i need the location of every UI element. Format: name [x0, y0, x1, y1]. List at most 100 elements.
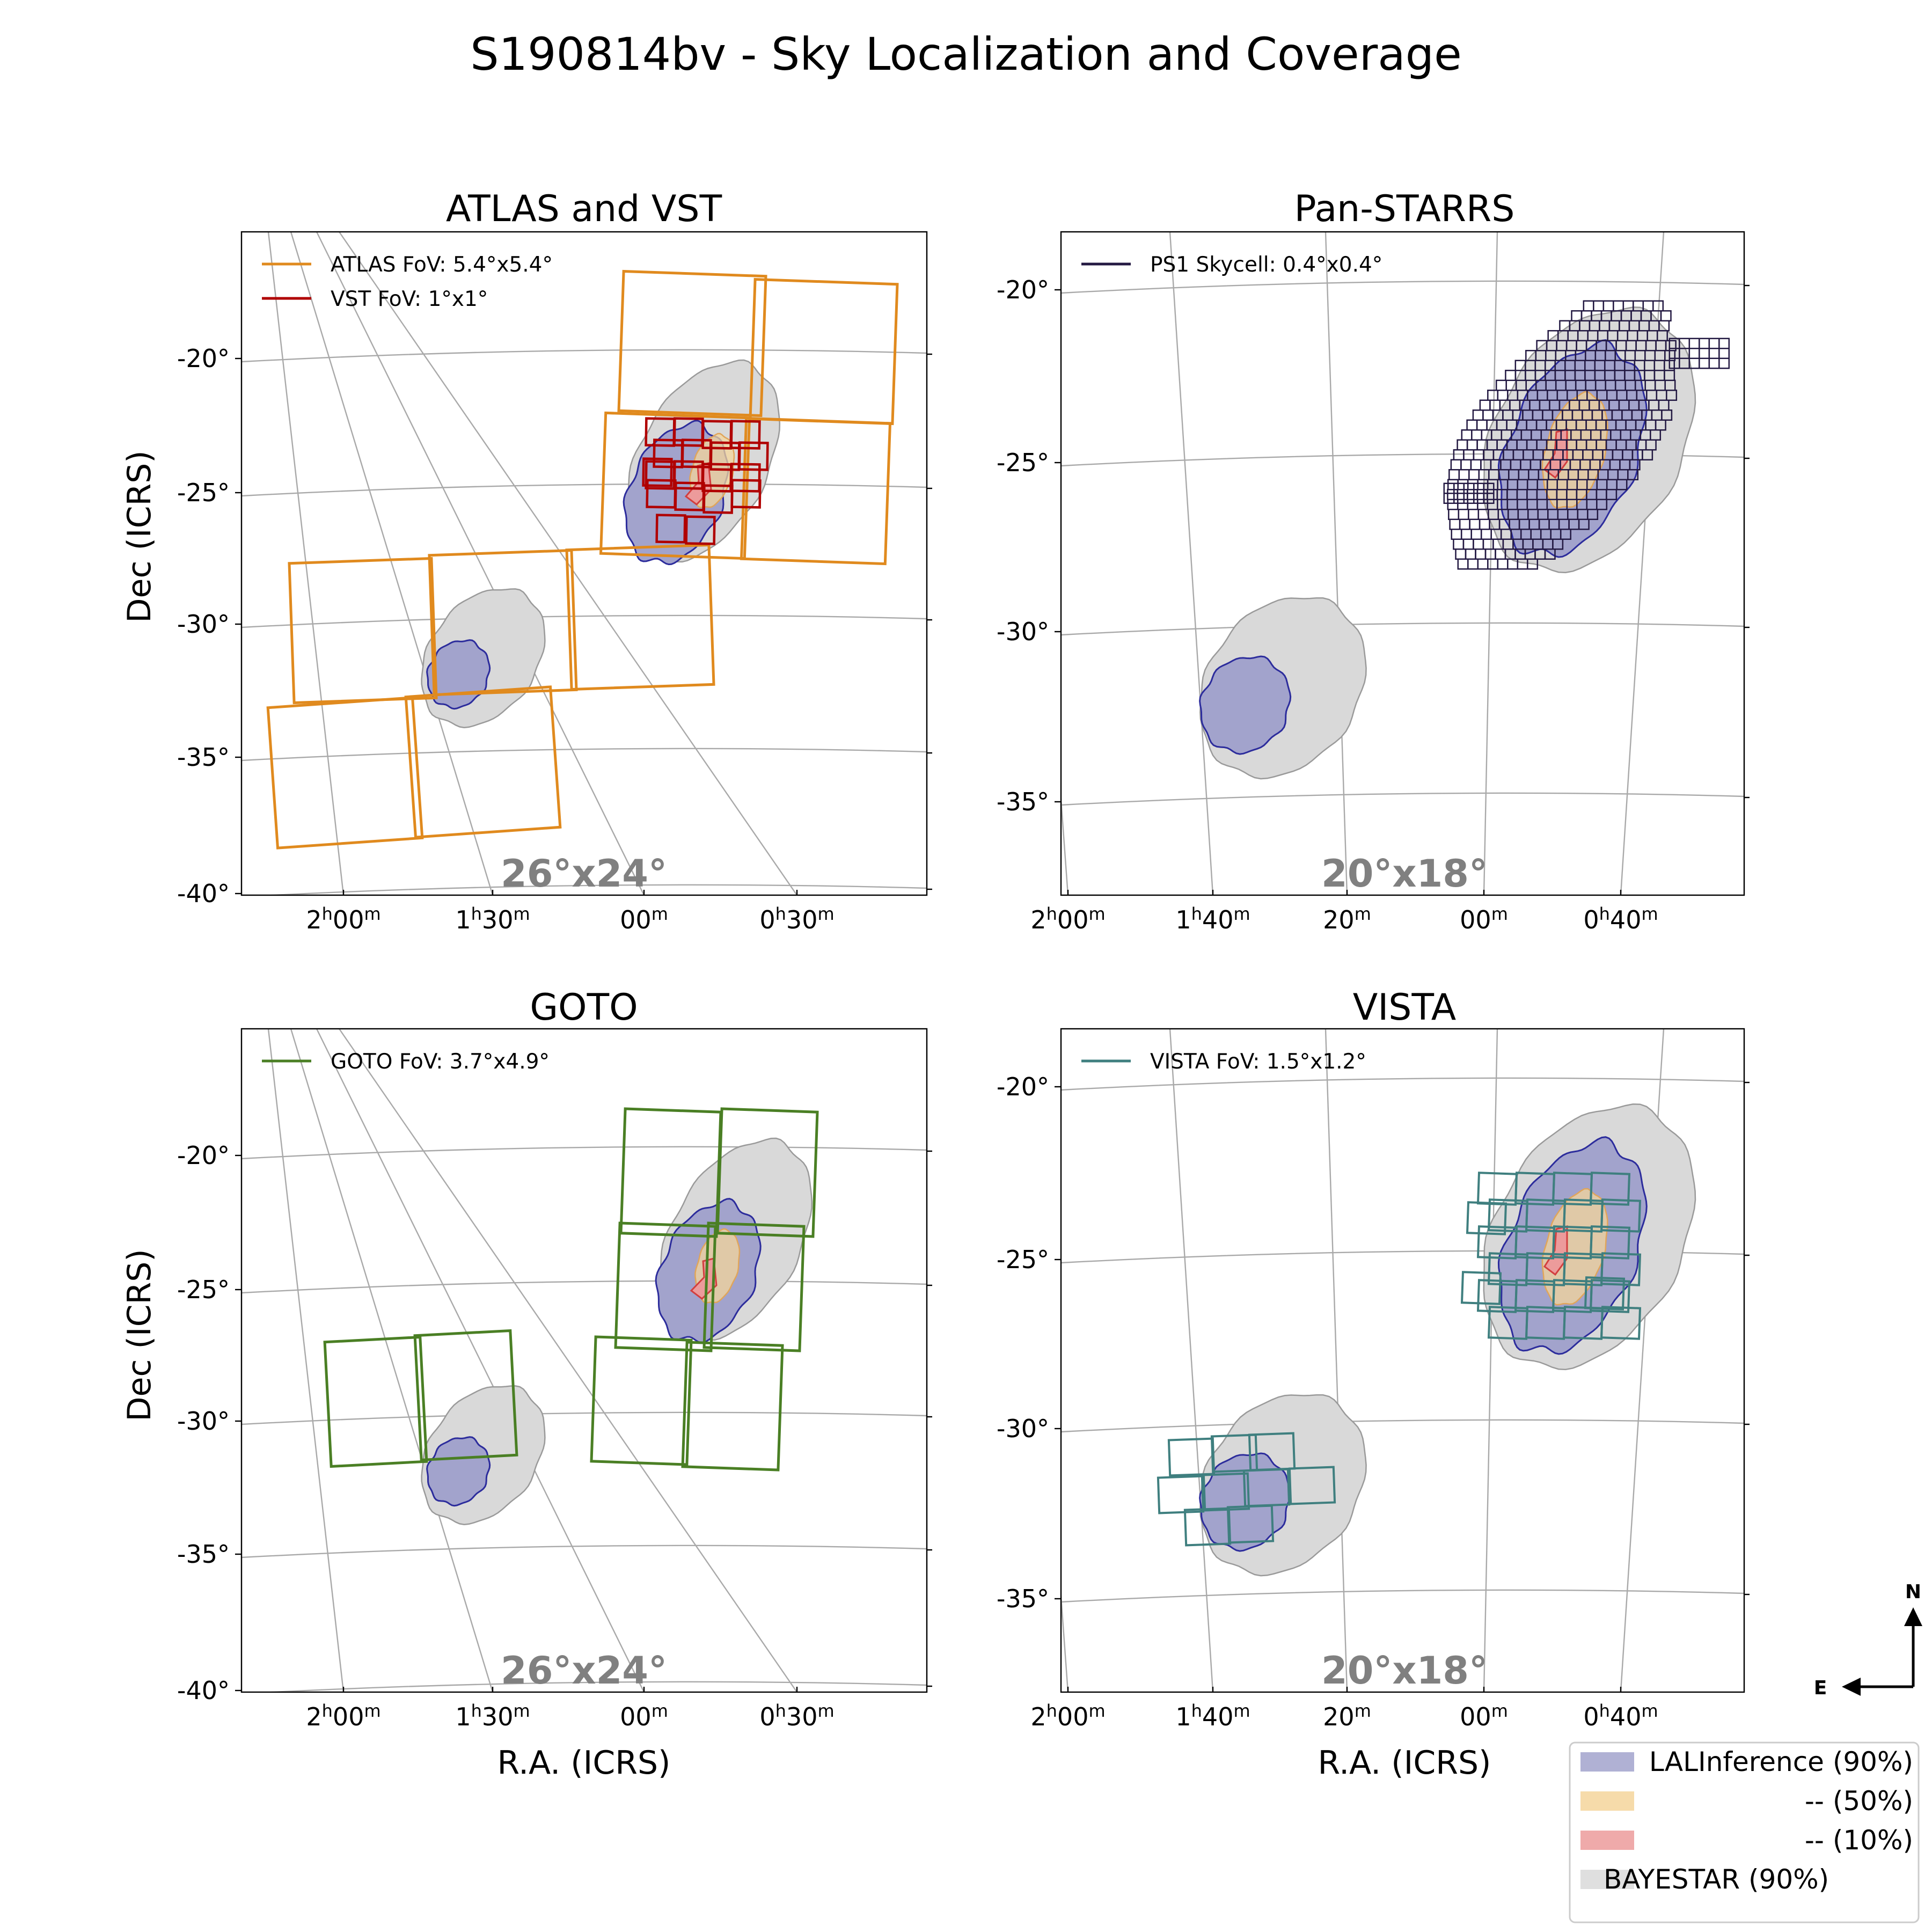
- ps1-skycell: [1463, 493, 1475, 504]
- field-size-label: 20°x18°: [1321, 852, 1488, 896]
- y-tick-label: -35°: [997, 787, 1049, 816]
- ps1-skycell: [1497, 390, 1509, 401]
- ps1-skycell: [1480, 529, 1492, 540]
- panel-pan-starrs: Pan-STARRS -20° -25° -30° -35° 2h00m 1h40m 20m…: [997, 188, 1750, 934]
- ps1-skycell: [1552, 538, 1564, 550]
- ps1-skycell: [1453, 538, 1465, 550]
- vista-footprint: [1487, 1198, 1529, 1233]
- ps1-skycell: [1466, 419, 1478, 431]
- ps1-skycell: [1642, 449, 1653, 461]
- ps1-skycell: [1473, 493, 1485, 504]
- dec-gridline: [1061, 280, 1744, 294]
- y-tick-label: -30°: [177, 610, 230, 639]
- x-tick-label: 2h00m: [1030, 904, 1105, 934]
- ps1-skycell: [1470, 529, 1482, 540]
- field-size-label: 26°x24°: [501, 1649, 667, 1693]
- dec-gridline: [241, 614, 927, 628]
- y-tick-label: -20°: [997, 275, 1049, 304]
- ps1-skycell: [1645, 439, 1657, 451]
- ps1-skycell: [1627, 469, 1639, 481]
- ps1-skycell: [1606, 489, 1618, 501]
- vst-footprint: [702, 484, 734, 514]
- dec-gridline: [1061, 1419, 1744, 1433]
- x-tick-label: 20m: [1323, 1701, 1371, 1731]
- x-axis-label-right: R.A. (ICRS): [1318, 1744, 1491, 1782]
- dec-gridline: [241, 1411, 927, 1425]
- legend-label: ATLAS FoV: 5.4°x5.4°: [331, 253, 553, 277]
- y-tick-label: -20°: [177, 344, 230, 373]
- goto-footprint: [323, 1335, 428, 1468]
- panel-atlas-vst: ATLAS and VST -20° -25° -30° -35° -40° 2h00m 1…: [177, 188, 932, 934]
- goto-footprint: [413, 1329, 518, 1462]
- ra-gridline: [316, 232, 645, 895]
- ra-gridline: [1169, 1029, 1214, 1692]
- ps1-skycell: [1457, 499, 1469, 510]
- ps1-skycell: [1505, 370, 1517, 382]
- field-size-label: 26°x24°: [501, 852, 667, 896]
- compass-north-label: N: [1905, 1581, 1921, 1603]
- vista-footprint: [1525, 1198, 1567, 1233]
- vista-footprint: [1562, 1198, 1604, 1233]
- ps1-skycell: [1616, 479, 1628, 491]
- ps1-skycell: [1593, 300, 1605, 312]
- legend-label: VST FoV: 1°x1°: [331, 287, 488, 311]
- goto-footprint: [614, 1221, 717, 1352]
- y-axis-label-top: Dec (ICRS): [121, 450, 158, 623]
- vista-footprint: [1600, 1306, 1642, 1340]
- ps1-skycell: [1587, 509, 1599, 521]
- ps1-skycell: [1489, 399, 1501, 411]
- ps1-skycell: [1473, 449, 1484, 461]
- ps1-skycell: [1443, 482, 1455, 494]
- legend-label: -- (50%): [1805, 1785, 1913, 1817]
- ps1-skycell: [1463, 449, 1475, 461]
- y-tick-label: -30°: [997, 617, 1049, 646]
- ps1-skycell: [1665, 340, 1677, 352]
- ps1-skycell: [1660, 310, 1672, 322]
- field-size-label: 20°x18°: [1321, 1649, 1488, 1693]
- ra-gridline: [267, 1029, 345, 1692]
- legend-swatch: [1580, 1752, 1634, 1772]
- x-tick-label: 0h30m: [759, 904, 834, 934]
- panel-title: ATLAS and VST: [446, 188, 722, 230]
- ps1-skycell: [1596, 499, 1608, 510]
- ps1-skycell: [1457, 489, 1468, 501]
- compass-north-head: [1904, 1607, 1922, 1626]
- ps1-skycell: [1650, 429, 1662, 441]
- legend-label: LALInference (90%): [1649, 1746, 1913, 1777]
- ps1-skycell: [1470, 459, 1482, 471]
- vista-footprint: [1466, 1201, 1507, 1235]
- ps1-skycell: [1457, 558, 1469, 570]
- ps1-skycell: [1560, 529, 1571, 540]
- vista-footprint: [1514, 1279, 1556, 1313]
- ps1-skycell: [1469, 518, 1481, 530]
- x-tick-label: 00m: [620, 1701, 668, 1731]
- ps1-skycell: [1448, 509, 1460, 521]
- ps1-skycell: [1483, 493, 1495, 504]
- ps1-skycell: [1699, 357, 1710, 369]
- ps1-skycell: [1447, 499, 1459, 510]
- atlas-footprint: [740, 416, 892, 566]
- dec-gridline: [1061, 792, 1744, 806]
- ps1-skycell: [1449, 518, 1461, 530]
- y-tick-label: -35°: [177, 743, 230, 772]
- ps1-skycell: [1666, 390, 1678, 401]
- ps1-skycell: [1544, 548, 1556, 560]
- vst-footprint: [730, 420, 761, 450]
- ps1-skycell: [1475, 548, 1487, 560]
- legend-swatch: [1580, 1870, 1634, 1889]
- ps1-skycell: [1718, 357, 1730, 369]
- vista-footprint: [1525, 1252, 1567, 1286]
- ps1-skycell: [1688, 338, 1700, 349]
- ps1-skycell: [1453, 493, 1465, 504]
- vista-footprint: [1476, 1279, 1518, 1313]
- ps1-skycell: [1479, 399, 1491, 411]
- ps1-skycell: [1479, 518, 1490, 530]
- x-tick-label: 00m: [1460, 904, 1508, 934]
- y-axis-label-bottom: Dec (ICRS): [121, 1249, 158, 1421]
- ps1-skycell: [1472, 409, 1484, 421]
- dec-gridline: [241, 1280, 927, 1294]
- atlas-footprint: [288, 557, 438, 705]
- vista-footprint: [1562, 1252, 1604, 1286]
- ps1-skycell: [1461, 429, 1473, 441]
- y-tick-label: -35°: [177, 1540, 230, 1569]
